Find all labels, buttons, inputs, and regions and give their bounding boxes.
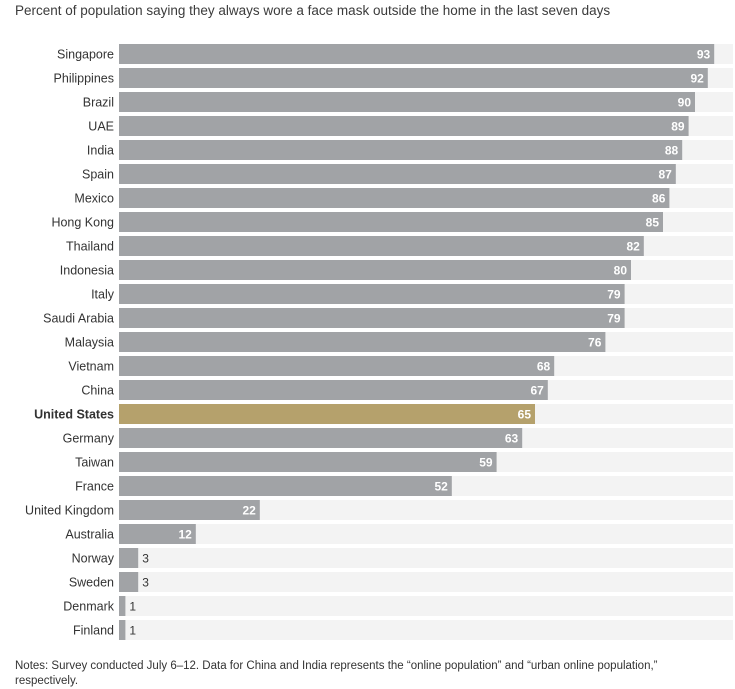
category-label-brazil: Brazil bbox=[83, 96, 114, 110]
category-label-australia: Australia bbox=[65, 528, 114, 542]
category-label-thailand: Thailand bbox=[66, 240, 114, 254]
category-label-denmark: Denmark bbox=[63, 600, 114, 614]
value-label-malaysia: 76 bbox=[588, 336, 602, 350]
value-label-france: 52 bbox=[434, 480, 448, 494]
bar-singapore bbox=[119, 44, 715, 64]
value-label-italy: 79 bbox=[607, 288, 621, 302]
bar-track-australia bbox=[119, 524, 733, 544]
bar-saudi-arabia bbox=[119, 308, 625, 328]
value-label-singapore: 93 bbox=[697, 48, 711, 62]
bar-finland bbox=[119, 620, 126, 640]
bar-track-sweden bbox=[119, 572, 733, 592]
bar-indonesia bbox=[119, 260, 631, 280]
bar-india bbox=[119, 140, 683, 160]
category-label-finland: Finland bbox=[73, 624, 114, 638]
bar-denmark bbox=[119, 596, 126, 616]
category-label-taiwan: Taiwan bbox=[75, 456, 114, 470]
category-label-uae: UAE bbox=[88, 120, 114, 134]
category-label-norway: Norway bbox=[72, 552, 115, 566]
bar-germany bbox=[119, 428, 523, 448]
category-label-united-kingdom: United Kingdom bbox=[25, 504, 114, 518]
bar-vietnam bbox=[119, 356, 555, 376]
bar-track-finland bbox=[119, 620, 733, 640]
value-label-united-states: 65 bbox=[518, 408, 532, 422]
bar-spain bbox=[119, 164, 676, 184]
category-label-italy: Italy bbox=[91, 288, 115, 302]
value-label-saudi-arabia: 79 bbox=[607, 312, 621, 326]
value-label-china: 67 bbox=[530, 384, 544, 398]
category-label-mexico: Mexico bbox=[74, 192, 114, 206]
category-label-malaysia: Malaysia bbox=[65, 336, 114, 350]
bar-sweden bbox=[119, 572, 139, 592]
bar-united-states bbox=[119, 404, 535, 424]
category-label-india: India bbox=[87, 144, 114, 158]
value-label-sweden: 3 bbox=[142, 576, 149, 590]
category-label-hong-kong: Hong Kong bbox=[51, 216, 114, 230]
category-label-united-states: United States bbox=[34, 408, 114, 422]
category-label-spain: Spain bbox=[82, 168, 114, 182]
value-label-spain: 87 bbox=[658, 168, 672, 182]
bar-taiwan bbox=[119, 452, 497, 472]
bar-uae bbox=[119, 116, 689, 136]
category-label-france: France bbox=[75, 480, 114, 494]
category-label-saudi-arabia: Saudi Arabia bbox=[43, 312, 114, 326]
category-label-germany: Germany bbox=[63, 432, 115, 446]
value-label-thailand: 82 bbox=[626, 240, 640, 254]
value-label-mexico: 86 bbox=[652, 192, 666, 206]
chart-title: Percent of population saying they always… bbox=[15, 3, 611, 18]
value-label-germany: 63 bbox=[505, 432, 519, 446]
value-label-australia: 12 bbox=[178, 528, 192, 542]
bar-track-denmark bbox=[119, 596, 733, 616]
category-label-indonesia: Indonesia bbox=[60, 264, 114, 278]
value-label-india: 88 bbox=[665, 144, 679, 158]
bar-mexico bbox=[119, 188, 670, 208]
value-label-taiwan: 59 bbox=[479, 456, 493, 470]
value-label-uae: 89 bbox=[671, 120, 685, 134]
value-label-philippines: 92 bbox=[690, 72, 704, 86]
value-label-vietnam: 68 bbox=[537, 360, 551, 374]
chart-notes: Notes: Survey conducted July 6–12. Data … bbox=[15, 660, 658, 687]
bar-italy bbox=[119, 284, 625, 304]
value-label-hong-kong: 85 bbox=[646, 216, 660, 230]
value-label-united-kingdom: 22 bbox=[242, 504, 256, 518]
category-label-vietnam: Vietnam bbox=[68, 360, 114, 374]
value-label-norway: 3 bbox=[142, 552, 149, 566]
bar-united-kingdom bbox=[119, 500, 260, 520]
bar-track-united-kingdom bbox=[119, 500, 733, 520]
category-label-china: China bbox=[81, 384, 114, 398]
value-label-finland: 1 bbox=[129, 624, 136, 638]
value-label-brazil: 90 bbox=[678, 96, 692, 110]
bar-philippines bbox=[119, 68, 708, 88]
bar-hong-kong bbox=[119, 212, 663, 232]
category-label-sweden: Sweden bbox=[69, 576, 114, 590]
category-label-singapore: Singapore bbox=[57, 48, 114, 62]
bar-china bbox=[119, 380, 548, 400]
bar-chart: Singapore 93 Philippines 92 Brazil 90 UAE 89 Ind… bbox=[25, 44, 733, 640]
bar-brazil bbox=[119, 92, 695, 112]
category-label-philippines: Philippines bbox=[54, 72, 114, 86]
bar-australia bbox=[119, 524, 196, 544]
value-label-denmark: 1 bbox=[129, 600, 136, 614]
bar-norway bbox=[119, 548, 139, 568]
bar-track-norway bbox=[119, 548, 733, 568]
bar-malaysia bbox=[119, 332, 606, 352]
bar-france bbox=[119, 476, 452, 496]
value-label-indonesia: 80 bbox=[614, 264, 628, 278]
bar-thailand bbox=[119, 236, 644, 256]
